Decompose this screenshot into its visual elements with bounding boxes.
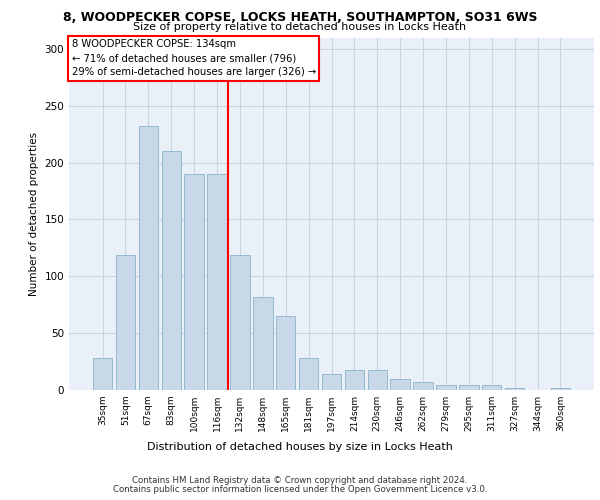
Text: 8 WOODPECKER COPSE: 134sqm
← 71% of detached houses are smaller (796)
29% of sem: 8 WOODPECKER COPSE: 134sqm ← 71% of deta… bbox=[71, 40, 316, 78]
Bar bbox=[139, 126, 158, 390]
Text: Contains HM Land Registry data © Crown copyright and database right 2024.: Contains HM Land Registry data © Crown c… bbox=[132, 476, 468, 485]
Bar bbox=[436, 386, 455, 390]
Bar bbox=[322, 374, 341, 390]
Bar bbox=[413, 382, 433, 390]
Text: Distribution of detached houses by size in Locks Heath: Distribution of detached houses by size … bbox=[147, 442, 453, 452]
Bar bbox=[344, 370, 364, 390]
Bar bbox=[161, 151, 181, 390]
Y-axis label: Number of detached properties: Number of detached properties bbox=[29, 132, 39, 296]
Bar bbox=[482, 386, 502, 390]
Bar bbox=[299, 358, 319, 390]
Bar bbox=[116, 254, 135, 390]
Text: Size of property relative to detached houses in Locks Heath: Size of property relative to detached ho… bbox=[133, 22, 467, 32]
Bar bbox=[391, 378, 410, 390]
Bar bbox=[276, 316, 295, 390]
Bar bbox=[184, 174, 204, 390]
Bar bbox=[253, 297, 272, 390]
Bar bbox=[230, 254, 250, 390]
Bar bbox=[93, 358, 112, 390]
Text: Contains public sector information licensed under the Open Government Licence v3: Contains public sector information licen… bbox=[113, 485, 487, 494]
Bar bbox=[505, 388, 524, 390]
Text: 8, WOODPECKER COPSE, LOCKS HEATH, SOUTHAMPTON, SO31 6WS: 8, WOODPECKER COPSE, LOCKS HEATH, SOUTHA… bbox=[63, 11, 537, 24]
Bar bbox=[459, 386, 479, 390]
Bar bbox=[208, 174, 227, 390]
Bar bbox=[551, 388, 570, 390]
Bar bbox=[368, 370, 387, 390]
